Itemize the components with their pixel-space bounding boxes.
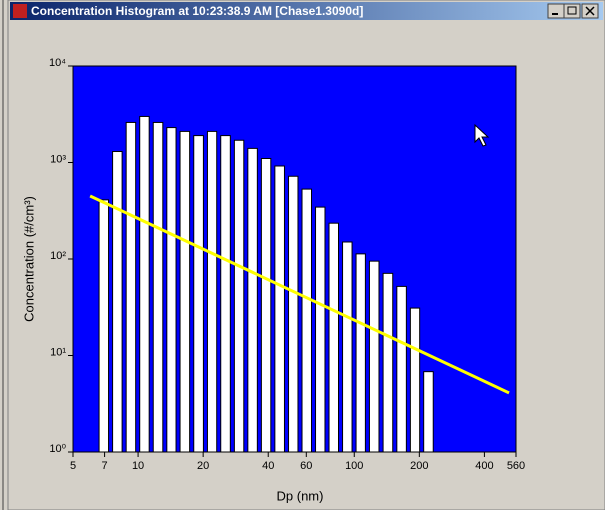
bar (301, 188, 312, 453)
bar (233, 139, 245, 453)
background-window (0, 0, 8, 510)
minimize-button[interactable] (547, 3, 565, 19)
bar (355, 253, 366, 453)
bar (382, 272, 394, 453)
x-tick-label: 40 (262, 460, 274, 472)
bar (328, 222, 340, 453)
x-tick-label: 400 (475, 460, 493, 472)
bar (342, 241, 353, 453)
bar (179, 130, 191, 453)
x-tick-label: 20 (197, 460, 209, 472)
maximize-icon (567, 6, 577, 15)
bar (368, 260, 380, 453)
bar (98, 199, 110, 453)
bar (260, 158, 272, 453)
window-icon (13, 4, 27, 18)
bar (396, 285, 407, 453)
x-tick-label: 560 (507, 460, 525, 472)
y-axis-label: Concentration (#/cm³) (21, 196, 36, 322)
bar (247, 147, 258, 453)
title-bar (10, 2, 603, 20)
mouse-cursor (474, 123, 490, 147)
bar (423, 371, 434, 453)
y-tick-label: 10⁰ (49, 443, 66, 455)
x-tick-label: 60 (300, 460, 312, 472)
bar (409, 307, 421, 453)
bar (125, 121, 137, 453)
y-tick-label: 10² (50, 250, 66, 262)
x-tick-label: 7 (102, 460, 108, 472)
close-icon (585, 6, 595, 16)
x-tick-label: 5 (70, 460, 76, 472)
fit-line (89, 194, 510, 395)
maximize-button[interactable] (563, 3, 581, 19)
x-tick-label: 200 (410, 460, 428, 472)
y-tick-label: 10³ (50, 153, 66, 165)
bar (220, 135, 231, 453)
y-tick-label: 10¹ (50, 346, 66, 358)
bar (206, 130, 218, 453)
bar (152, 121, 164, 453)
bar (166, 127, 177, 453)
bar (288, 175, 299, 453)
chart: 10⁰ 10¹ 10² 10³ 10⁴ 5 7 10 20 40 60 100 200 400 560 (49, 57, 525, 472)
bar (193, 135, 204, 453)
bar (315, 206, 326, 453)
x-tick-label: 10 (132, 460, 144, 472)
y-tick-label: 10⁴ (49, 57, 66, 69)
bar (139, 115, 150, 453)
bar (112, 151, 123, 453)
bar (274, 165, 285, 453)
window-buttons[interactable] (547, 3, 599, 19)
window-title: Concentration Histogram at 10:23:38.9 AM… (31, 4, 363, 18)
x-tick-label: 100 (345, 460, 363, 472)
x-axis-label: Dp (nm) (277, 488, 324, 503)
